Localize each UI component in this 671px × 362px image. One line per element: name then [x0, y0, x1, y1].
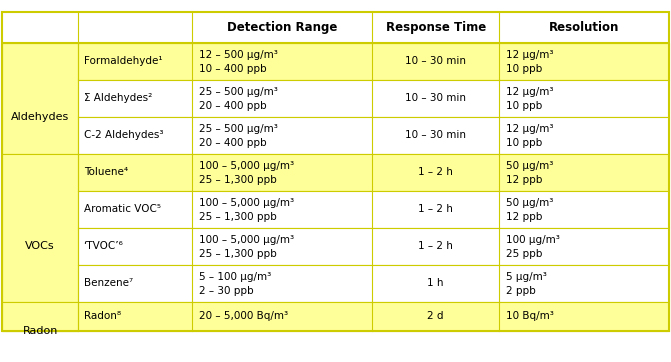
Text: 2 ppb: 2 ppb	[506, 286, 535, 296]
Text: 2 – 30 ppb: 2 – 30 ppb	[199, 286, 253, 296]
Bar	[2, 43, 669, 80]
Text: 20 – 400 ppb: 20 – 400 ppb	[199, 138, 266, 148]
Text: Response Time: Response Time	[386, 21, 486, 34]
Bar	[2, 228, 669, 265]
Text: Benzene⁷: Benzene⁷	[84, 278, 133, 288]
Text: 1 – 2 h: 1 – 2 h	[418, 241, 453, 251]
Text: 50 μg/m³: 50 μg/m³	[506, 198, 554, 208]
Text: 1 h: 1 h	[427, 278, 444, 288]
Text: 10 ppb: 10 ppb	[506, 138, 542, 148]
Text: 12 – 500 μg/m³: 12 – 500 μg/m³	[199, 50, 277, 60]
Text: 5 μg/m³: 5 μg/m³	[506, 272, 547, 282]
Text: 10 – 30 min: 10 – 30 min	[405, 56, 466, 66]
Bar	[2, 43, 79, 154]
Text: 10 – 30 min: 10 – 30 min	[405, 130, 466, 140]
Text: 25 – 1,300 ppb: 25 – 1,300 ppb	[199, 174, 276, 185]
Text: 100 – 5,000 μg/m³: 100 – 5,000 μg/m³	[199, 235, 294, 245]
Text: Formaldehyde¹: Formaldehyde¹	[84, 56, 162, 66]
Text: ‘TVOC’⁶: ‘TVOC’⁶	[84, 241, 123, 251]
Bar	[2, 154, 669, 191]
Text: 20 – 400 ppb: 20 – 400 ppb	[199, 101, 266, 111]
Text: Aldehydes: Aldehydes	[11, 112, 69, 122]
Bar	[2, 302, 669, 331]
Text: 100 – 5,000 μg/m³: 100 – 5,000 μg/m³	[199, 161, 294, 171]
Text: 5 – 100 μg/m³: 5 – 100 μg/m³	[199, 272, 271, 282]
Text: Aromatic VOC⁵: Aromatic VOC⁵	[84, 204, 160, 214]
Text: 12 ppb: 12 ppb	[506, 212, 542, 222]
Text: Toluene⁴: Toluene⁴	[84, 167, 127, 177]
Text: 50 μg/m³: 50 μg/m³	[506, 161, 554, 171]
Bar	[2, 154, 79, 302]
Text: C-2 Aldehydes³: C-2 Aldehydes³	[84, 130, 163, 140]
Text: 10 ppb: 10 ppb	[506, 101, 542, 111]
Text: Radon⁸: Radon⁸	[84, 311, 121, 321]
Text: 10 ppb: 10 ppb	[506, 64, 542, 73]
Text: 12 μg/m³: 12 μg/m³	[506, 50, 554, 60]
Bar	[2, 80, 669, 117]
Text: 25 – 500 μg/m³: 25 – 500 μg/m³	[199, 124, 277, 134]
Text: VOCs: VOCs	[25, 241, 55, 251]
Text: 12 μg/m³: 12 μg/m³	[506, 124, 554, 134]
Text: 2 d: 2 d	[427, 311, 444, 321]
Text: Σ Aldehydes²: Σ Aldehydes²	[84, 93, 152, 103]
Text: 12 μg/m³: 12 μg/m³	[506, 87, 554, 97]
Text: Resolution: Resolution	[549, 21, 619, 34]
Bar	[2, 117, 669, 154]
Text: 1 – 2 h: 1 – 2 h	[418, 167, 453, 177]
Bar	[2, 12, 669, 43]
Text: Detection Range: Detection Range	[227, 21, 338, 34]
Text: Radon: Radon	[22, 326, 58, 336]
Text: 10 – 400 ppb: 10 – 400 ppb	[199, 64, 266, 73]
Text: 25 – 1,300 ppb: 25 – 1,300 ppb	[199, 212, 276, 222]
Bar	[2, 191, 669, 228]
Text: 100 μg/m³: 100 μg/m³	[506, 235, 560, 245]
Text: 100 – 5,000 μg/m³: 100 – 5,000 μg/m³	[199, 198, 294, 208]
Text: 1 – 2 h: 1 – 2 h	[418, 204, 453, 214]
Bar	[2, 12, 669, 331]
Text: 20 – 5,000 Bq/m³: 20 – 5,000 Bq/m³	[199, 311, 288, 321]
Text: 10 Bq/m³: 10 Bq/m³	[506, 311, 554, 321]
Text: 25 – 1,300 ppb: 25 – 1,300 ppb	[199, 249, 276, 258]
Text: 25 – 500 μg/m³: 25 – 500 μg/m³	[199, 87, 277, 97]
Text: 12 ppb: 12 ppb	[506, 174, 542, 185]
Text: 10 – 30 min: 10 – 30 min	[405, 93, 466, 103]
Bar	[2, 302, 79, 331]
Bar	[2, 265, 669, 302]
Text: 25 ppb: 25 ppb	[506, 249, 542, 258]
